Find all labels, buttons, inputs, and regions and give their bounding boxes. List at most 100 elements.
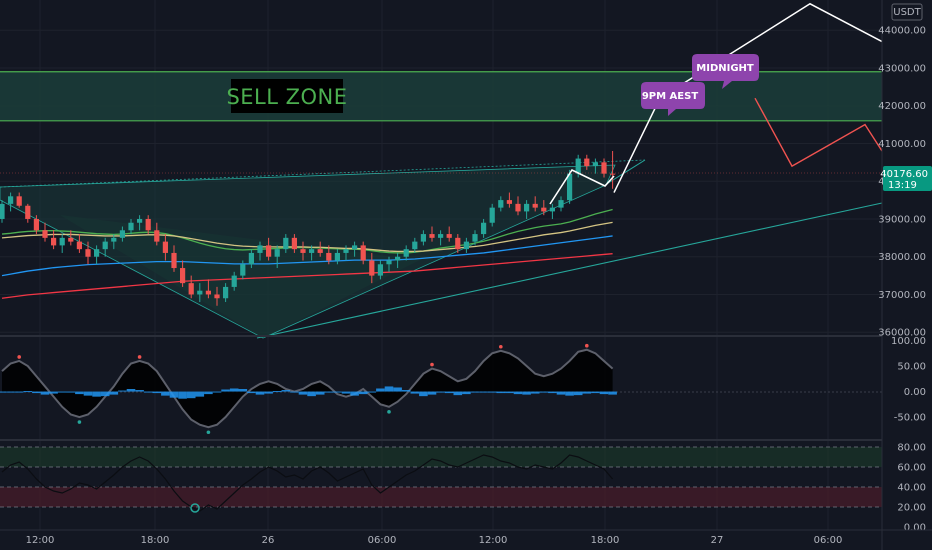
candle: [549, 203, 555, 219]
candle: [420, 230, 426, 246]
oscillator-sell-dot: [585, 343, 589, 348]
candle: [326, 245, 332, 265]
oscillator-histogram-bar: [444, 391, 454, 394]
oscillator-histogram-bar: [169, 391, 179, 398]
currency-badge[interactable]: [891, 3, 923, 21]
candle: [472, 230, 478, 246]
oscillator-buy-dot: [206, 430, 211, 435]
candle-body: [205, 290, 211, 295]
oscillator-histogram-bar: [83, 391, 93, 396]
oscillator-histogram-bar: [204, 391, 213, 395]
oscillator-tick-label: 50.00: [897, 362, 926, 373]
candle: [274, 245, 280, 269]
time-tick-label: 12:00: [479, 535, 508, 546]
candle-body: [558, 200, 564, 208]
candle: [128, 218, 134, 235]
candle-body: [515, 203, 521, 212]
candle: [541, 200, 547, 216]
moving-average-3: [1, 253, 613, 299]
rsi-tick-label: 40.00: [897, 483, 926, 494]
oscillator-histogram-bar: [419, 391, 428, 397]
price-axis[interactable]: USDT 44000.0043000.0042000.0041000.00400…: [878, 0, 932, 550]
oscillator-histogram-bar: [367, 391, 377, 393]
oscillator-histogram-bar: [462, 391, 471, 395]
oscillator-histogram-bar: [195, 391, 205, 397]
time-tick-label: 26: [262, 535, 275, 546]
rsi-tick-label: 60.00: [897, 463, 926, 474]
candle-body: [137, 218, 143, 223]
oscillator-histogram-bar: [599, 391, 609, 395]
candle-body: [188, 283, 194, 295]
candle: [68, 230, 74, 246]
oscillator-histogram-bar: [393, 387, 402, 392]
candle: [94, 245, 100, 265]
candle: [111, 234, 117, 250]
oscillator-histogram-bar: [453, 391, 463, 396]
candle-body: [575, 158, 581, 174]
oscillator-area: [2, 349, 613, 428]
candle: [205, 279, 211, 299]
oscillator-histogram-bar: [255, 391, 265, 395]
currency-label: USDT: [893, 7, 921, 18]
oscillator-histogram-bar: [229, 388, 239, 392]
candle: [248, 249, 254, 269]
candle: [171, 245, 177, 272]
oscillator-histogram-bar: [135, 390, 144, 392]
oscillator-sell-dot: [430, 362, 434, 367]
oscillator-histogram-bar: [272, 391, 282, 393]
oscillator-histogram-bar: [32, 391, 41, 394]
candle-body: [274, 249, 280, 257]
candle-body: [240, 264, 246, 276]
oscillator-histogram-bar: [161, 391, 170, 396]
rsi-tick-label: 0.00: [904, 523, 926, 534]
candle-body: [42, 230, 48, 238]
candle-body: [119, 230, 125, 238]
oscillator-tick-label: 100.00: [891, 336, 926, 347]
oscillator-histogram-bar: [315, 391, 325, 395]
projection-bullish-path: [613, 2, 883, 193]
candle: [0, 200, 5, 223]
oscillator-buy-dot: [77, 420, 82, 424]
candle: [102, 237, 108, 257]
candle: [506, 192, 512, 208]
candle: [403, 245, 409, 261]
candle-body: [489, 207, 495, 223]
candle-body: [532, 203, 538, 208]
candle: [601, 158, 607, 178]
candle-body: [403, 249, 409, 257]
price-tick-label: 44000.00: [878, 26, 926, 37]
time-axis[interactable]: 12:00 18:00 26 06:00 12:00 18:00 27 06:00: [0, 529, 932, 546]
candle-body: [197, 290, 203, 295]
candle-body: [506, 200, 512, 204]
oscillator-histogram-bar: [126, 389, 136, 392]
candle-body: [360, 245, 366, 261]
candle-body: [8, 196, 14, 204]
callout-9pm: 9PM AEST: [641, 82, 705, 116]
candle: [386, 256, 392, 272]
oscillator-histogram-bar: [57, 391, 67, 393]
candle: [532, 196, 538, 212]
callout-midnight: MIDNIGHT: [692, 54, 759, 89]
candle: [59, 234, 65, 253]
candle-body: [369, 260, 375, 276]
candle-body: [16, 196, 22, 206]
candle-body: [326, 252, 332, 261]
rsi-pane: [0, 446, 882, 513]
sell-zone-label: SELL ZONE: [226, 85, 347, 109]
oscillator-histogram-bar: [100, 391, 110, 397]
oscillator-histogram-bar: [109, 391, 119, 395]
candle-body: [300, 249, 306, 253]
candle-body: [601, 162, 607, 174]
candle-body: [291, 237, 297, 250]
candle: [395, 252, 401, 269]
candle: [154, 222, 160, 246]
rsi-tick-label: 80.00: [897, 443, 926, 454]
oscillator-histogram-bar: [40, 391, 50, 395]
candle: [137, 215, 143, 231]
candle: [51, 230, 57, 250]
channel-upper-line: [0, 159, 646, 188]
oscillator-histogram-bar: [556, 391, 566, 395]
candle: [352, 241, 358, 257]
oscillator-histogram-bar: [608, 391, 617, 395]
